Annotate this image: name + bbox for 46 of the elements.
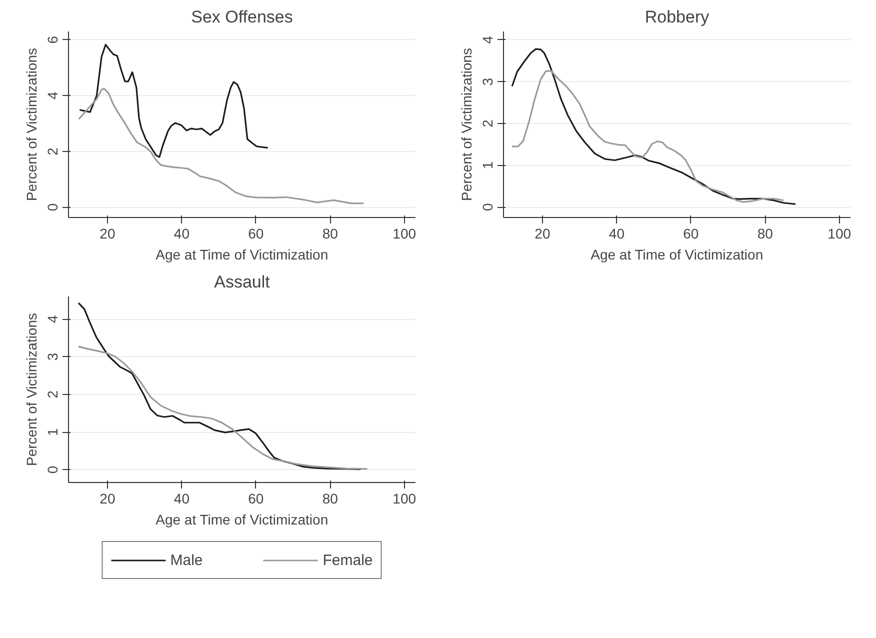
y-tick-label: 2: [44, 390, 60, 398]
x-tick-label: 40: [608, 226, 625, 242]
x-tick-label: 60: [248, 226, 264, 242]
line-series: [511, 48, 796, 205]
x-axis-title: Age at Time of Victimization: [156, 512, 328, 528]
y-tick-label: 1: [44, 428, 60, 436]
x-tick-label: 60: [683, 226, 699, 242]
chart-title: Robbery: [644, 8, 710, 26]
x-tick-label: 40: [174, 490, 190, 506]
y-tick-label: 2: [44, 147, 60, 156]
line-series: [78, 88, 364, 204]
x-tick-label: 20: [100, 490, 116, 506]
legend-label: Male: [170, 552, 203, 568]
y-tick-label: 4: [44, 92, 60, 100]
y-tick-label: 4: [44, 314, 60, 323]
line-series: [78, 346, 368, 470]
chart-title: Sex Offenses: [191, 8, 293, 26]
y-tick-label: 0: [480, 202, 496, 211]
y-tick-label: 0: [44, 203, 60, 212]
y-axis-title: Percent of Victimizations: [458, 48, 474, 202]
x-tick-label: 100: [392, 490, 416, 506]
y-axis-title: Percent of Victimizations: [24, 312, 40, 466]
y-tick-label: 3: [44, 352, 60, 361]
x-tick-label: 80: [757, 226, 774, 242]
legend-label: Female: [322, 552, 373, 568]
y-tick-label: 4: [480, 36, 496, 44]
line-series: [511, 70, 784, 203]
x-tick-label: 20: [100, 226, 116, 242]
y-tick-label: 6: [44, 36, 60, 44]
x-axis-title: Age at Time of Victimization: [590, 246, 764, 262]
y-tick-label: 0: [44, 466, 60, 474]
x-tick-label: 80: [322, 490, 338, 506]
x-tick-label: 20: [534, 226, 550, 242]
x-tick-label: 100: [392, 226, 416, 242]
line-series: [78, 302, 362, 470]
x-tick-label: 80: [322, 226, 338, 242]
x-axis-title: Age at Time of Victimization: [156, 246, 328, 262]
y-tick-label: 2: [480, 119, 496, 128]
x-tick-label: 40: [174, 226, 190, 242]
x-tick-label: 60: [248, 490, 264, 506]
line-series: [78, 44, 269, 158]
y-tick-label: 1: [480, 161, 496, 170]
y-tick-label: 3: [480, 78, 496, 86]
y-axis-title: Percent of Victimizations: [24, 48, 40, 202]
chart-title: Assault: [214, 272, 270, 292]
x-tick-label: 100: [828, 226, 852, 242]
